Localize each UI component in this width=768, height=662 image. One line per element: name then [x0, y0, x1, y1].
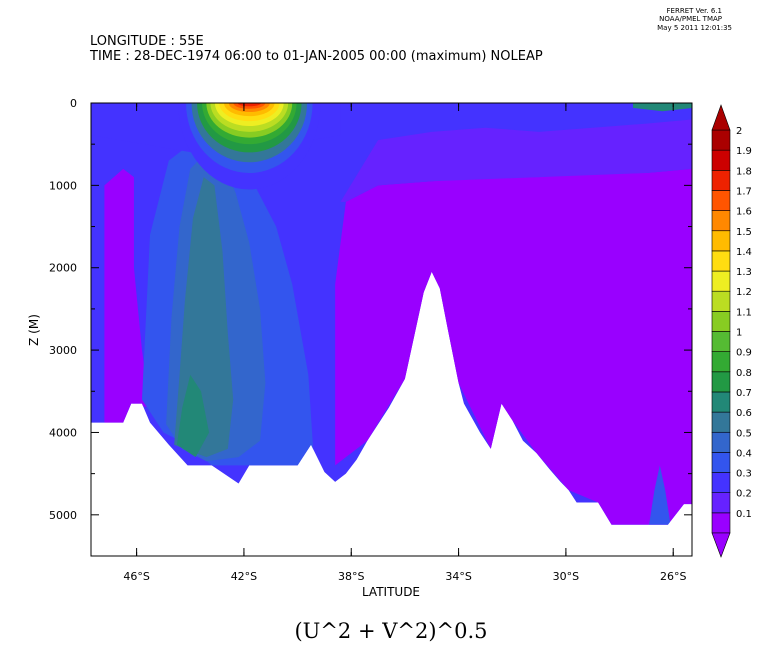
y-axis-label: Z (M): [27, 314, 41, 346]
y-tick-label: 0: [70, 97, 77, 110]
contour-band: [335, 168, 692, 525]
colorbar-top-arrow: [711, 104, 731, 131]
colorbar-label: 0.8: [736, 368, 752, 379]
colorbar-label: 0.7: [736, 388, 752, 399]
colorbar-swatch: [711, 190, 731, 211]
stamp-line-3: May 5 2011 12:01:35: [657, 24, 732, 32]
colorbar-label: 1.9: [736, 146, 752, 157]
colorbar-label: 0.9: [736, 348, 752, 359]
colorbar-swatch: [711, 210, 731, 232]
colorbar-label: 1.1: [736, 307, 752, 318]
stamp-line-1: FERRET Ver. 6.1: [667, 7, 722, 15]
colorbar-swatch: [711, 290, 731, 312]
colorbar-swatch: [711, 331, 731, 352]
plot-area: [91, 103, 692, 525]
colorbar-swatch: [711, 391, 731, 413]
longitude-label: LONGITUDE : 55E: [90, 34, 204, 49]
colorbar-label: 1.6: [736, 207, 752, 218]
contour-band: [649, 465, 671, 525]
colorbar-swatch: [711, 411, 731, 433]
x-axis-label: LATITUDE: [362, 585, 420, 599]
colorbar-swatch: [711, 512, 731, 534]
y-tick-label: 4000: [49, 426, 77, 439]
contour-band: [632, 103, 692, 112]
colorbar-swatch: [711, 149, 731, 171]
chart-title: (U^2 + V^2)^0.5: [294, 619, 487, 643]
colorbar-swatch: [711, 129, 731, 151]
colorbar-label: 1.7: [736, 186, 752, 197]
colorbar-swatch: [711, 230, 731, 252]
contour-band: [233, 103, 266, 109]
y-tick-label: 2000: [49, 262, 77, 275]
colorbar-bottom-arrow: [711, 532, 731, 558]
colorbar-swatch: [711, 492, 731, 514]
time-label: TIME : 28-DEC-1974 06:00 to 01-JAN-2005 …: [89, 49, 543, 64]
x-tick-label: 26°S: [660, 570, 686, 583]
y-axis: 0 1000 2000 3000 4000 5000: [49, 97, 692, 522]
y-tick-label: 3000: [49, 344, 77, 357]
colorbar-swatch: [711, 250, 731, 272]
colorbar-swatch: [711, 452, 731, 473]
colorbar-label: 2: [736, 126, 742, 137]
colorbar-label: 0.5: [736, 428, 752, 439]
contour-band: [104, 168, 151, 423]
contour-band: [340, 119, 692, 202]
x-axis: 46°S 42°S 38°S 34°S 30°S 26°S: [123, 103, 686, 583]
colorbar-label: 1.4: [736, 247, 752, 258]
colorbar-swatch: [711, 311, 731, 332]
stamp-line-2: NOAA/PMEL TMAP: [659, 15, 722, 23]
colorbar-label: 1: [736, 328, 742, 339]
colorbar-swatch: [711, 472, 731, 493]
colorbar-label: 1.3: [736, 267, 752, 278]
y-tick-label: 1000: [49, 179, 77, 192]
x-tick-label: 42°S: [231, 570, 257, 583]
colorbar-swatch: [711, 371, 731, 393]
colorbar-label: 0.1: [736, 509, 752, 520]
x-tick-label: 34°S: [445, 570, 471, 583]
colorbar-label: 1.8: [736, 166, 752, 177]
colorbar-swatch: [711, 431, 731, 453]
colorbar-label: 0.3: [736, 469, 752, 480]
colorbar-swatch: [711, 270, 731, 292]
colorbar-label: 1.2: [736, 287, 752, 298]
x-tick-label: 30°S: [553, 570, 579, 583]
x-tick-label: 46°S: [123, 570, 149, 583]
colorbar-label: 1.5: [736, 227, 752, 238]
colorbar-swatch: [711, 170, 731, 191]
colorbar-label: 0.4: [736, 448, 752, 459]
colorbar: 0.1 0.2 0.3 0.4 0.5 0.6 0.7 0.8 0.9 1 1.1 1.2 1.3 1.4…: [711, 104, 752, 558]
colorbar-label: 0.2: [736, 489, 752, 500]
colorbar-label: 0.6: [736, 408, 752, 419]
contour-band: [237, 103, 262, 107]
x-tick-label: 38°S: [338, 570, 364, 583]
y-tick-label: 5000: [49, 509, 77, 522]
plot-frame: [90, 102, 693, 557]
contour-band: [176, 374, 210, 458]
colorbar-swatch: [711, 351, 731, 373]
